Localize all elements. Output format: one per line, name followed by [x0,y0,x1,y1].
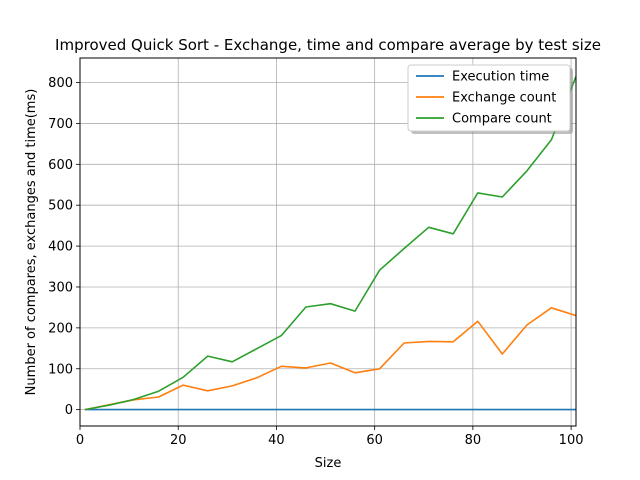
y-tick-label: 100 [48,362,73,377]
y-axis-label: Number of compares, exchanges and time(m… [24,89,39,396]
x-tick-label: 0 [76,433,84,448]
legend-label-execution-time: Execution time [452,70,549,85]
y-tick-label: 600 [48,158,73,173]
plot-frame [79,57,577,427]
y-axis: 0 100 200 300 400 500 600 700 800 [48,76,80,418]
chart-title: Improved Quick Sort - Exchange, time and… [55,36,601,54]
y-tick-label: 300 [48,280,73,295]
x-tick-label: 80 [465,433,482,448]
y-tick-label: 700 [48,117,73,132]
y-tick-label: 800 [48,76,73,91]
legend: Execution time Exchange count Compare coun… [407,64,573,134]
series-lines [84,76,576,411]
y-tick-label: 400 [48,240,73,255]
x-tick-label: 20 [170,433,187,448]
y-tick-label: 0 [65,403,73,418]
x-tick-label: 40 [268,433,285,448]
y-tick-label: 200 [48,321,73,336]
grid [79,58,576,426]
y-tick-label: 500 [48,199,73,214]
series-line-exchange-count [84,306,576,411]
x-tick-label: 100 [559,433,584,448]
legend-label-compare-count: Compare count [452,112,552,127]
legend-box [407,64,571,132]
x-tick-label: 60 [366,433,383,448]
legend-label-exchange-count: Exchange count [452,91,556,106]
series-line-compare-count [84,76,576,411]
x-axis-label: Size [315,456,342,471]
x-axis: 0 20 40 60 80 100 [76,426,584,448]
